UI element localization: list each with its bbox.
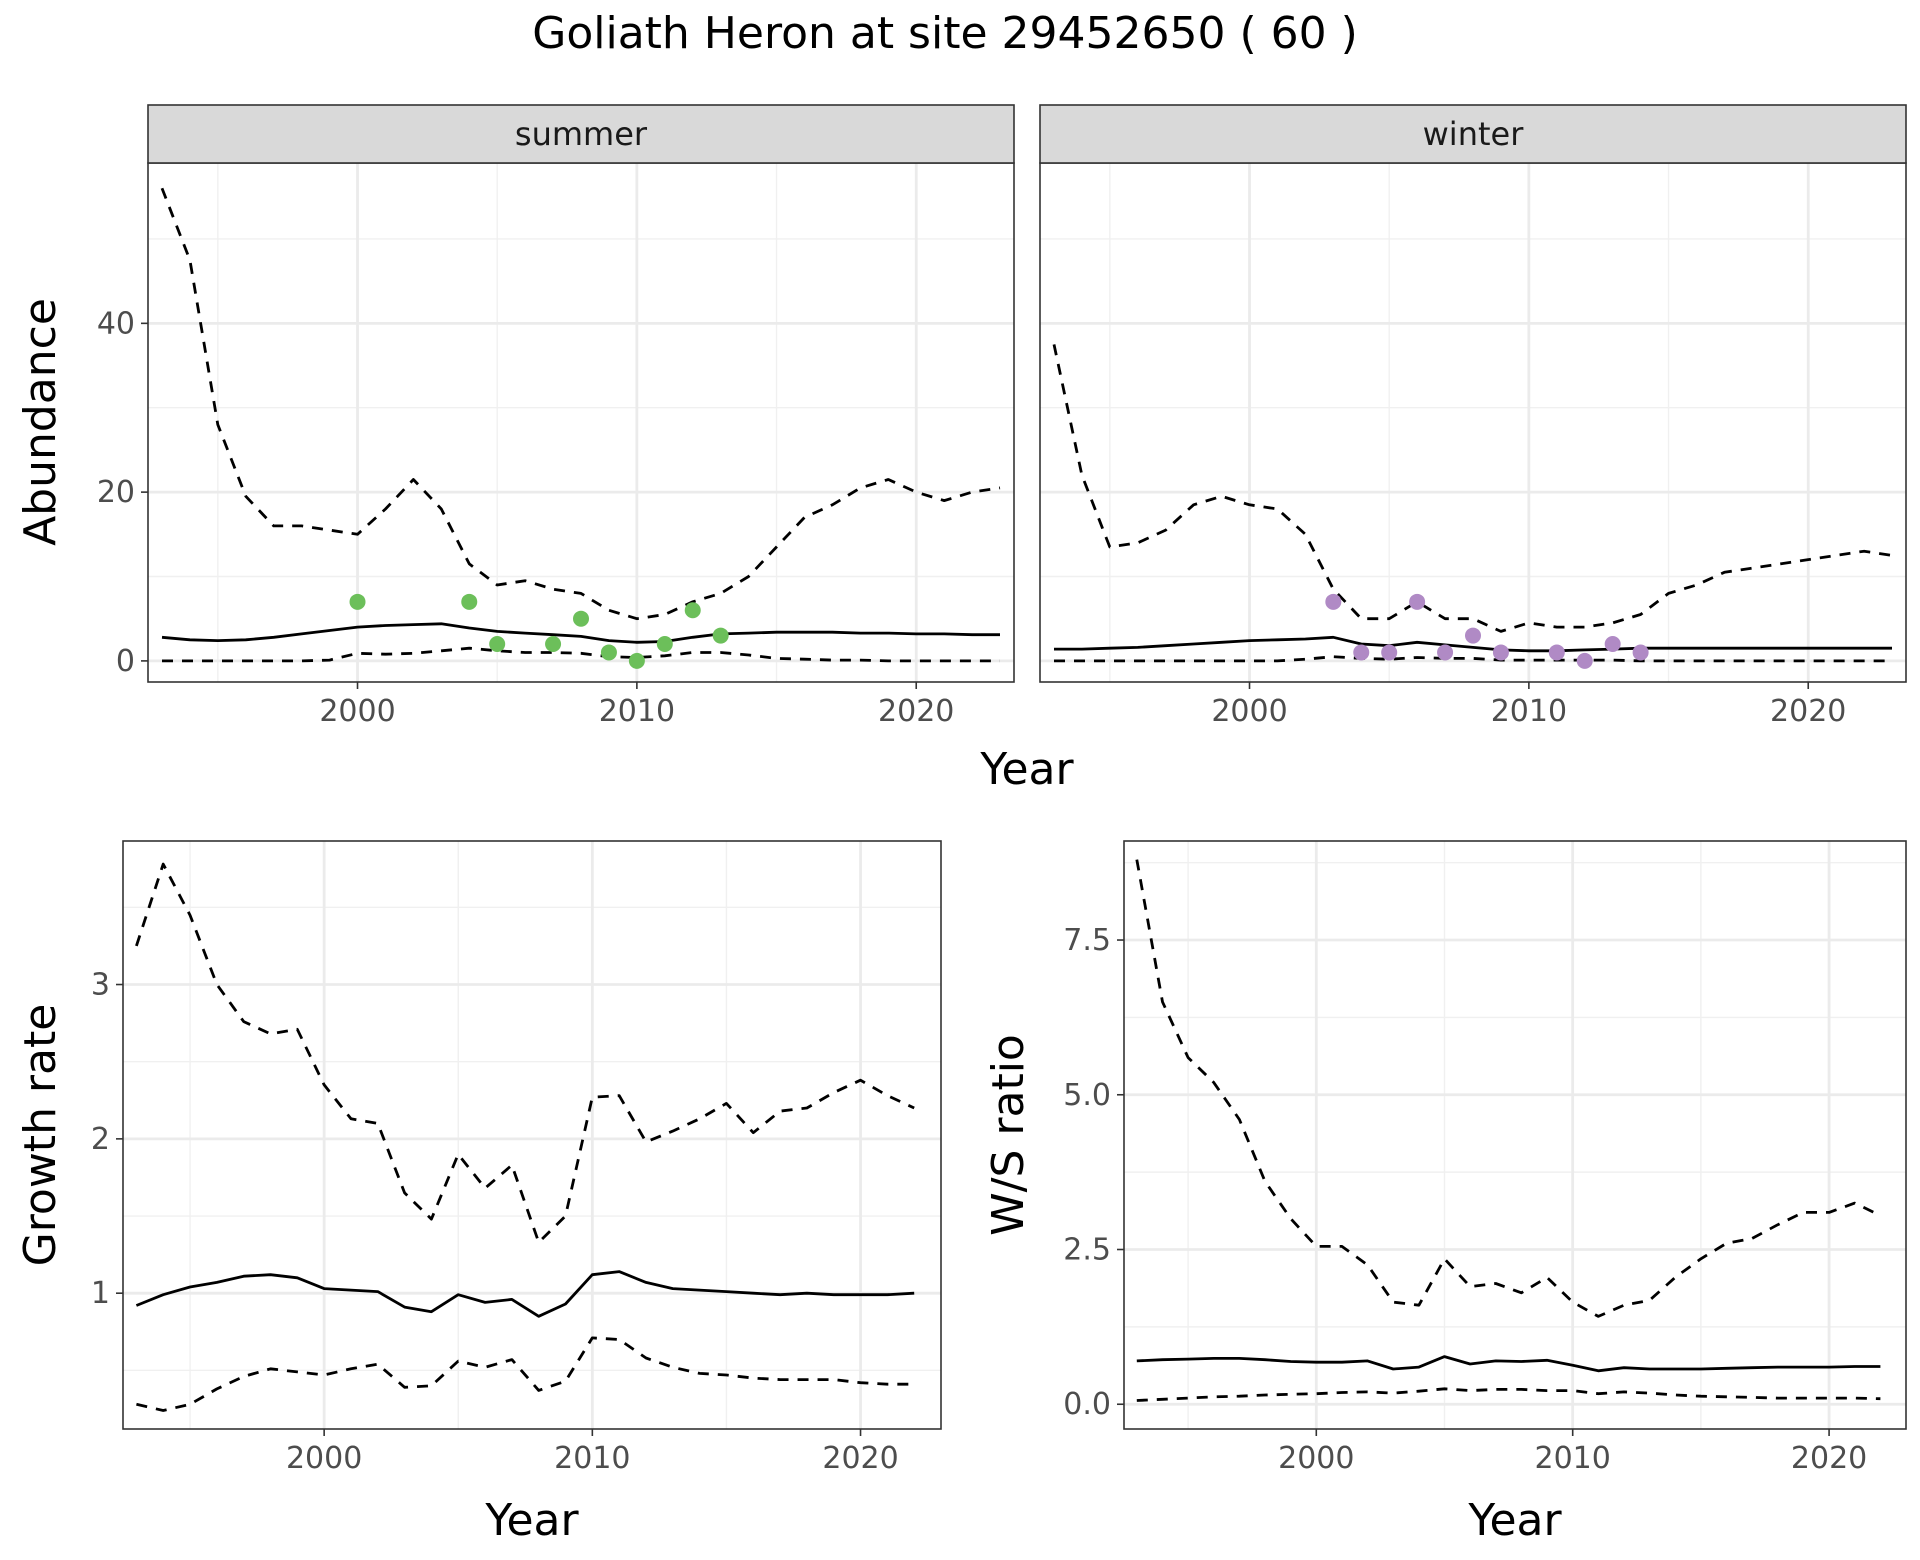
data-point — [1576, 652, 1593, 669]
data-point — [600, 644, 617, 661]
data-point — [1548, 644, 1565, 661]
y-tick-label: 7.5 — [1063, 923, 1111, 958]
panel-summer: 2000 2010 2020 0 20 40 summer — [97, 104, 1015, 729]
data-point — [1632, 644, 1649, 661]
data-point — [1465, 627, 1481, 644]
x-axis-title: Year — [1467, 1495, 1562, 1546]
y-tick-label: 0.0 — [1063, 1387, 1111, 1422]
panel-ws-ratio: 2000 2010 2020 0.0 2.5 5.0 7.5 — [1063, 840, 1907, 1476]
x-tick-label: 2010 — [554, 1441, 630, 1476]
facet-strip — [1039, 104, 1907, 164]
panel-border — [1123, 840, 1907, 1430]
upper-bound-line — [1135, 859, 1882, 1318]
data-point — [545, 636, 562, 653]
x-tick-label: 2000 — [1278, 1441, 1354, 1476]
data-point — [628, 652, 645, 669]
x-tick-label: 2000 — [286, 1441, 362, 1476]
x-axis-title: Year — [484, 1495, 579, 1546]
facet-strip-label: summer — [515, 115, 648, 153]
y-tick-label: 40 — [97, 306, 135, 341]
y-tick-label: 2.5 — [1063, 1233, 1111, 1268]
median-line — [161, 622, 1000, 644]
x-axis-title: Year — [979, 744, 1074, 795]
data-point — [1437, 644, 1454, 661]
lower-bound-line — [136, 1336, 915, 1412]
data-point — [1409, 593, 1426, 610]
median-line — [1054, 635, 1892, 653]
y-axis-title: Abundance — [15, 298, 66, 546]
plot-background — [1040, 163, 1906, 682]
x-tick-label: 2020 — [1791, 1441, 1867, 1476]
x-tick-label: 2000 — [1211, 694, 1287, 729]
panel-growth: 2000 2010 2020 1 2 3 — [91, 840, 942, 1476]
plot-background — [148, 163, 1014, 682]
x-tick-label: 2020 — [1770, 694, 1846, 729]
x-tick-label: 2010 — [1535, 1441, 1611, 1476]
facet-strip — [147, 104, 1015, 164]
y-tick-label: 0 — [116, 644, 135, 679]
x-tick-label: 2020 — [878, 694, 954, 729]
y-tick-label: 5.0 — [1063, 1078, 1111, 1113]
lower-bound-line — [162, 646, 1000, 663]
y-tick-label: 2 — [91, 1122, 110, 1157]
lower-bound-line — [1136, 1387, 1881, 1402]
upper-bound-line — [1052, 344, 1893, 633]
plot-background — [123, 841, 941, 1429]
x-tick-label: 2000 — [319, 694, 395, 729]
y-axis-title: W/S ratio — [983, 1034, 1034, 1236]
y-tick-label: 20 — [97, 475, 135, 510]
figure-title: Goliath Heron at site 29452650 ( 60 ) — [532, 8, 1358, 59]
y-tick-label: 3 — [91, 968, 110, 1003]
data-point — [1492, 644, 1509, 661]
data-point — [1353, 644, 1370, 661]
x-tick-label: 2010 — [1491, 694, 1567, 729]
data-point — [461, 593, 478, 610]
data-point — [1381, 644, 1398, 661]
facet-strip-label: winter — [1423, 115, 1525, 153]
panel-winter: 2000 2010 2020 winter — [1039, 104, 1907, 729]
data-point — [489, 636, 506, 653]
median-line — [1136, 1355, 1881, 1373]
data-point — [712, 627, 729, 644]
median-line — [135, 1270, 915, 1318]
data-point — [1604, 636, 1621, 653]
data-point — [1325, 593, 1342, 610]
data-point — [573, 610, 589, 627]
data-point — [656, 636, 673, 653]
upper-bound-line — [135, 862, 915, 1244]
panel-border — [122, 840, 942, 1430]
upper-bound-line — [160, 187, 1001, 621]
y-axis-title: Growth rate — [15, 1004, 66, 1267]
charts-layer: 2000 2010 2020 0 20 40 summer 2000 2010 2020 winte… — [15, 104, 1907, 1546]
x-tick-label: 2010 — [599, 694, 675, 729]
data-point — [349, 593, 366, 610]
plot-background — [1124, 841, 1906, 1429]
data-point — [684, 602, 701, 619]
x-tick-label: 2020 — [822, 1441, 898, 1476]
y-tick-label: 1 — [91, 1276, 110, 1311]
